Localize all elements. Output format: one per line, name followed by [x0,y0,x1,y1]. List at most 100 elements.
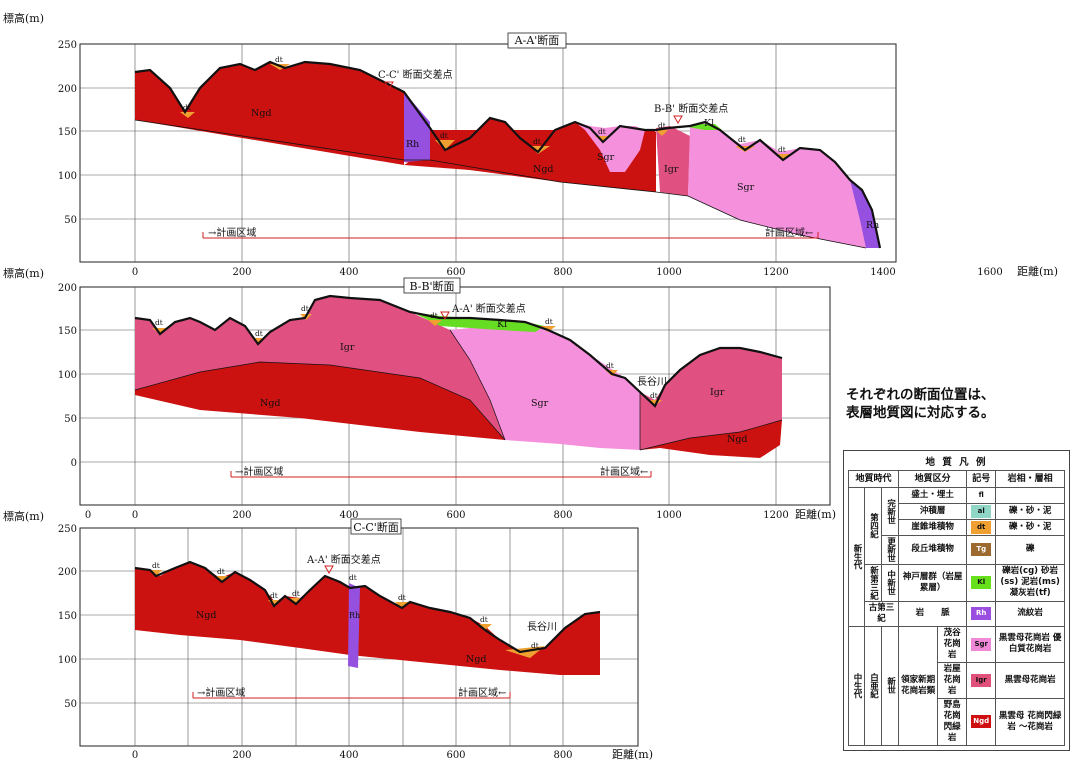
section-b-title-box [403,277,461,294]
section-b-yticks: 200 150 100 50 0 [58,283,77,469]
section-a-rh-dike [404,92,430,162]
legend-name: 段丘堆積物 [898,535,968,565]
legend-header: 記号 [966,470,997,488]
section-b-xticks: 0 0 200 400 600 800 1000 1200 [85,510,789,521]
legend-period: 第四紀 [863,487,883,565]
legend-name: 神戸層群（岩屋累層） [898,563,968,602]
dt-label: dt [650,391,658,400]
section-a-sgr-right [688,122,870,248]
section-a-ytick: 150 [58,127,77,138]
section-a-unit-label: Kl [704,118,714,129]
section-c-ytick: 200 [58,567,77,578]
section-c-ytick: 100 [58,655,77,666]
section-a-a: →計画区域 計画区域← A-A'断面 標高(m) 距離(m) 250 200 1… [3,11,1058,278]
legend-rock: 黒雲母花崗岩 [995,661,1065,699]
section-c-title: C-C'断面 [353,520,399,534]
legend-swatch: Sgr [966,625,997,663]
section-b-ytick: 100 [58,370,77,381]
dt-label: dt [598,127,606,136]
legend-row: 野島花崗閃緑岩 Ngd 黒雲母 花崗閃緑岩 〜花崗岩 [849,697,1065,746]
section-c-xtick: 0 [132,750,138,761]
section-b-xlabel: 距離(m) [795,507,836,521]
section-a-frame [79,43,897,263]
section-b-xtick: 800 [553,510,572,521]
section-c-surface-line [134,560,601,654]
dt-label: dt [349,573,357,582]
section-c-yticks: 250 200 150 100 50 [58,524,77,710]
section-c-title-box [350,518,402,535]
section-a-cross-marker-b [673,115,683,125]
legend-period: 新第三紀 [863,563,883,602]
dt-label: dt [255,329,263,338]
legend-symbol: Ngd [971,715,992,728]
legend-header: 岩相・層相 [995,470,1065,488]
section-a-ytick: 250 [58,40,77,51]
section-position-note: それぞれの断面位置は、 表層地質図に対応する。 [846,386,1061,422]
section-a-yticks: 250 200 150 100 50 [58,40,77,226]
section-b-cross-marker [440,311,450,321]
section-a-unit-label: Ngd [251,108,271,119]
section-a-ngd-lower [404,92,656,192]
section-a-ytick: 50 [64,215,77,226]
section-c-xticks: 0 200 400 600 800 [132,750,573,761]
section-a-xticks: 0 200 400 600 800 1000 1200 1400 1600 [132,267,1003,278]
section-c-unit-label: Ngd [466,654,486,665]
section-a-unit-label: Igr [664,164,679,175]
section-b-unit-label: Sgr [531,398,549,409]
section-b-unit-labels: Igr Ngd Sgr Igr Ngd Kl [260,319,747,445]
dt-label: dt [545,317,553,326]
legend-name: 茂谷花崗岩 [937,625,968,663]
legend-symbol: Tg [971,543,992,557]
legend-rock [995,487,1065,504]
legend-symbol: Sgr [971,637,992,651]
section-c-unit-label: Rh [349,611,360,620]
section-c-unit-labels: Ngd Rh Ngd [196,610,486,665]
legend-epoch: 新世 [881,625,900,746]
legend-period: 白亜紀 [863,625,883,746]
section-b-ngd-left [135,362,505,440]
section-a-xtick: 200 [232,267,251,278]
section-b-ytick: 150 [58,326,77,337]
legend-row: 岩屋花崗岩 Igr 黒雲母花崗岩 [849,661,1065,699]
section-c-plan-left: →計画区域 [197,686,245,699]
note-line: それぞれの断面位置は、 [846,387,995,403]
section-b-plan-range [230,471,652,478]
section-c-cross-label: A-A' 断面交差点 [306,553,381,566]
note-line: 表層地質図に対応する。 [846,405,995,421]
section-c-ngd [135,562,600,675]
dt-label: dt [738,135,746,144]
section-c-ytick: 250 [58,524,77,535]
section-b-xtick: 400 [339,510,358,521]
section-c-ylabel: 標高(m) [3,509,44,523]
legend-epoch: 完新世 [881,487,900,536]
legend-symbol: al [971,505,992,518]
section-b-ytick: 0 [71,458,77,469]
legend-name: 崖錐堆積物 [898,519,968,536]
section-a-ytick: 200 [58,84,77,95]
section-a-plan-left: →計画区域 [208,226,256,239]
section-b-xtick: 0 [132,510,138,521]
section-b-cross-label: A-A' 断面交差点 [451,302,526,315]
section-a-dt-labels: dt dt dt dt dt dt dt dt [183,55,786,154]
dt-label: dt [531,641,539,650]
section-a-ylabel: 標高(m) [3,11,44,25]
section-b-ylabel: 標高(m) [3,266,44,280]
section-c-plan-right: 計画区域← [458,686,506,699]
section-a-surface-line [134,60,882,249]
legend-name: 野島花崗閃緑岩 [937,697,968,746]
section-c-c: →計画区域 計画区域← C-C'断面 標高(m) 距離(m) 250 200 1… [3,509,653,761]
dt-label: dt [430,311,438,320]
legend-symbol: dt [971,521,992,534]
section-b-unit-label: Igr [340,342,355,353]
section-a-base-line [134,119,867,249]
dt-label: dt [152,561,160,570]
section-c-cross-marker [324,565,334,575]
section-c-unit-label: Ngd [196,610,216,621]
section-a-unit-label: Rh [866,220,879,231]
section-a-xtick: 0 [132,267,138,278]
legend-swatch: fl [966,487,997,504]
section-c-ytick: 50 [64,699,77,710]
section-a-xlabel: 距離(m) [1017,264,1058,278]
section-b-dt-labels: dt dt dt dt dt dt dt [155,304,658,400]
section-b-unit-label: Kl [497,319,507,330]
